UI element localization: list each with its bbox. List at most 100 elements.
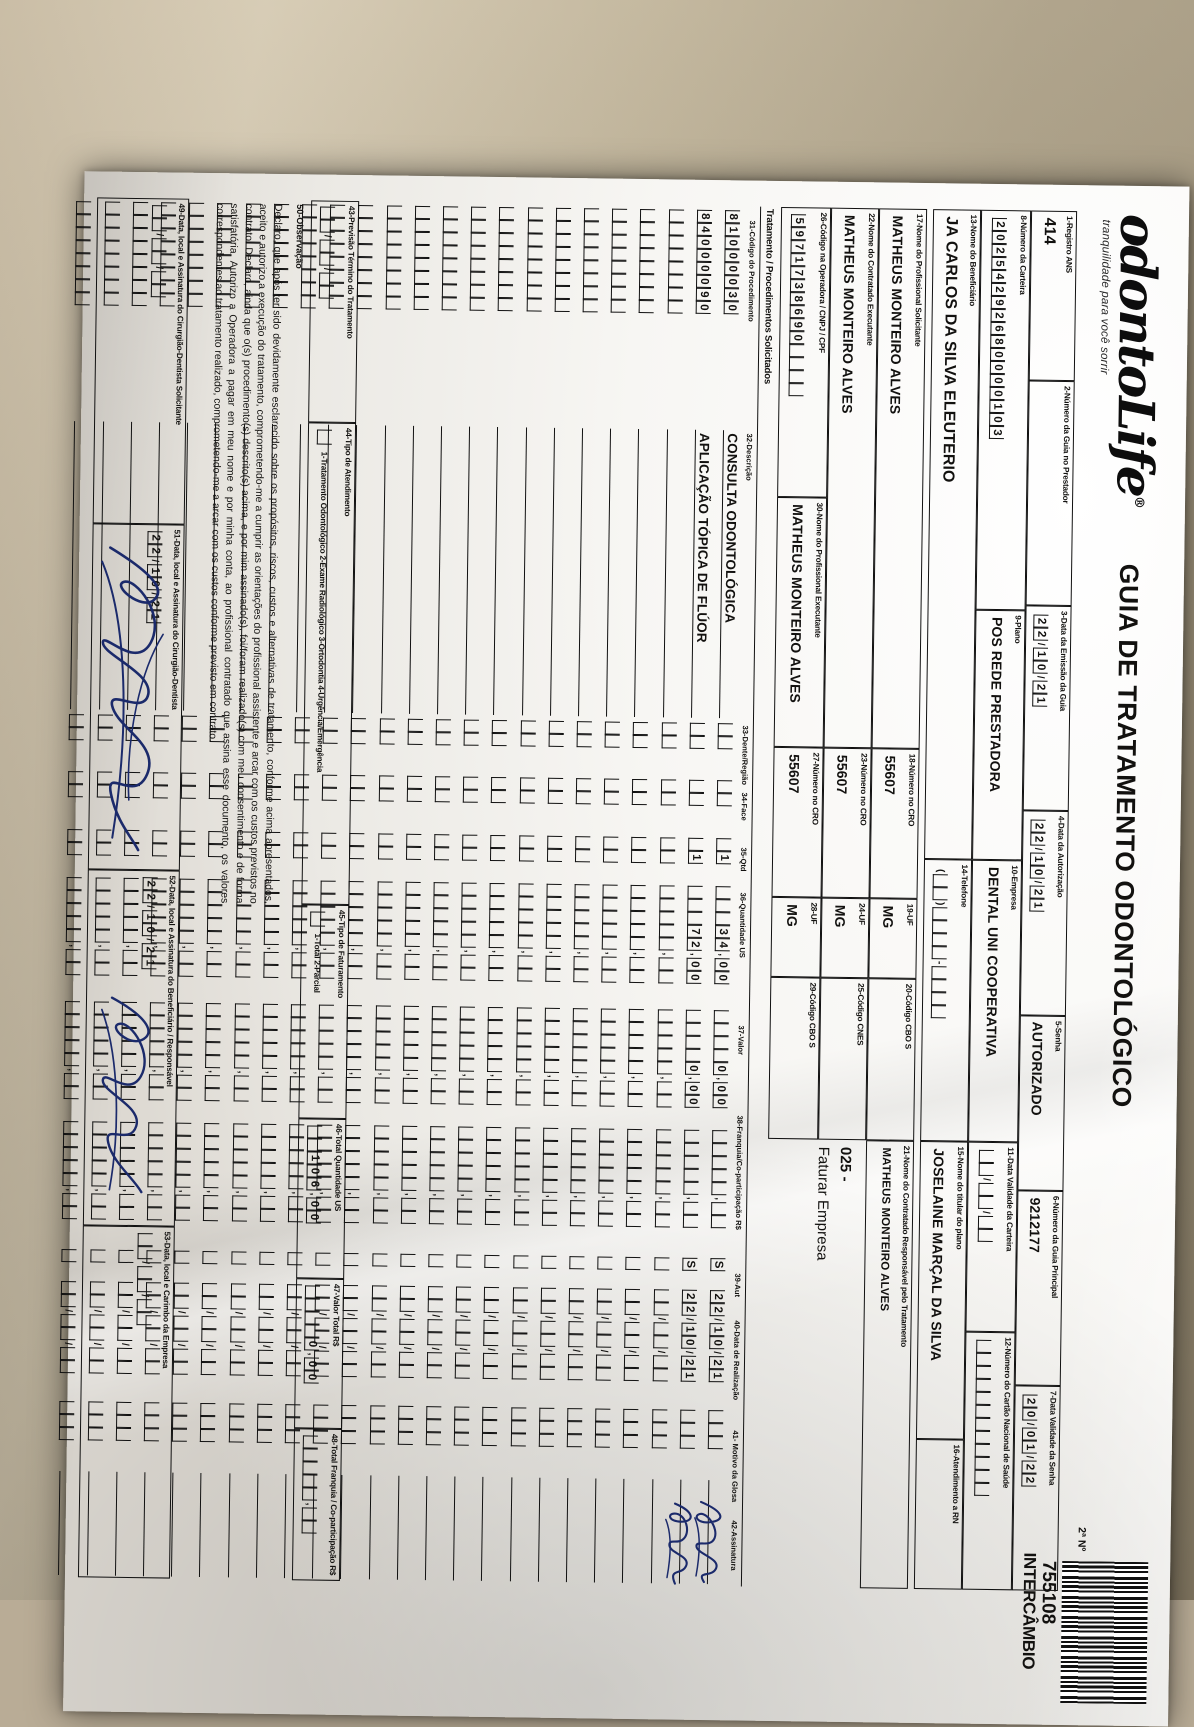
cell-franquia[interactable]: ,: [175, 1122, 193, 1221]
cell-face[interactable]: [519, 777, 536, 804]
cell-data_realizacao[interactable]: / /: [60, 1281, 78, 1374]
cell-codigo[interactable]: [526, 207, 544, 312]
cell-aut[interactable]: [456, 1254, 474, 1268]
cell-valor[interactable]: ,: [515, 1007, 533, 1106]
cell-motivo_glosa[interactable]: [256, 1403, 275, 1443]
cell-face[interactable]: [660, 779, 677, 806]
cell-data_realizacao[interactable]: / /: [595, 1288, 614, 1381]
cell-dente[interactable]: [548, 720, 565, 747]
cell-valor[interactable]: ,: [486, 1006, 505, 1106]
cell-aut[interactable]: S: [710, 1258, 727, 1272]
cell-dente[interactable]: [661, 722, 678, 749]
cell-assinatura[interactable]: [509, 1477, 512, 1582]
cell-data_realizacao[interactable]: / /: [398, 1285, 417, 1378]
cell-data_realizacao[interactable]: 2 2/1 0/2 1: [708, 1290, 727, 1383]
cell-face[interactable]: [632, 778, 649, 806]
cell-franquia[interactable]: ,: [344, 1124, 362, 1224]
cell-franquia[interactable]: ,: [259, 1123, 278, 1222]
cell-motivo_glosa[interactable]: [595, 1408, 613, 1448]
cell-assinatura[interactable]: [565, 1478, 569, 1583]
cell-dente[interactable]: [69, 714, 86, 741]
field-53-comb[interactable]: / /: [136, 1233, 154, 1326]
cell-franquia[interactable]: ,: [485, 1126, 503, 1226]
cell-face[interactable]: [406, 775, 424, 803]
cell-aut[interactable]: [484, 1254, 502, 1269]
cell-franquia[interactable]: ,: [457, 1126, 475, 1225]
cell-quantidade_us[interactable]: ,: [657, 885, 676, 984]
cell-motivo_glosa[interactable]: [172, 1402, 190, 1442]
cell-motivo_glosa[interactable]: [482, 1406, 500, 1447]
cell-codigo[interactable]: [469, 206, 488, 311]
cell-motivo_glosa[interactable]: [510, 1407, 528, 1447]
cell-aut[interactable]: [174, 1250, 192, 1264]
cell-franquia[interactable]: ,: [513, 1127, 532, 1226]
cell-face[interactable]: [181, 772, 198, 799]
cell-quantidade_us[interactable]: ,: [488, 882, 507, 982]
field-14-comb[interactable]: ( ) -: [930, 867, 950, 1019]
field-12-comb[interactable]: [974, 1339, 993, 1496]
cell-aut[interactable]: [512, 1255, 530, 1269]
cell-assinatura[interactable]: [424, 1476, 428, 1581]
cell-qtd[interactable]: [180, 830, 197, 857]
cell-valor[interactable]: ,: [543, 1007, 561, 1106]
cell-motivo_glosa[interactable]: [369, 1405, 387, 1445]
cell-quantidade_us[interactable]: ,: [432, 882, 450, 981]
cell-valor[interactable]: ,: [176, 1002, 195, 1101]
cell-assinatura[interactable]: [368, 1475, 372, 1580]
cell-motivo_glosa[interactable]: [59, 1401, 77, 1441]
cell-data_realizacao[interactable]: / /: [652, 1289, 670, 1382]
cell-quantidade_us[interactable]: ,: [375, 881, 394, 980]
cell-dente[interactable]: [491, 719, 509, 747]
cell-codigo[interactable]: [75, 201, 93, 306]
cell-motivo_glosa[interactable]: [623, 1408, 641, 1449]
cell-quantidade_us[interactable]: ,: [460, 882, 479, 981]
cell-valor[interactable]: ,: [205, 1003, 223, 1102]
cell-qtd[interactable]: [574, 836, 592, 863]
cell-franquia[interactable]: ,: [569, 1128, 588, 1227]
field-43-comb[interactable]: / /: [318, 206, 337, 299]
cell-dente[interactable]: [689, 722, 706, 749]
cell-franquia[interactable]: ,: [400, 1125, 419, 1224]
cell-descricao[interactable]: [634, 428, 640, 717]
cell-dente[interactable]: [604, 721, 622, 748]
cell-dente[interactable]: [520, 720, 537, 747]
cell-motivo_glosa[interactable]: [341, 1404, 359, 1445]
cell-assinatura[interactable]: [171, 1472, 174, 1577]
cell-data_realizacao[interactable]: / /: [567, 1288, 586, 1381]
cell-motivo_glosa[interactable]: [651, 1409, 669, 1449]
cell-quantidade_us[interactable]: ,: [178, 878, 197, 977]
cell-qtd[interactable]: [377, 833, 395, 860]
cell-assinatura[interactable]: [594, 1478, 597, 1583]
cell-data_realizacao[interactable]: / /: [370, 1285, 388, 1378]
cell-descricao[interactable]: [662, 429, 668, 718]
cell-motivo_glosa[interactable]: [538, 1407, 557, 1447]
cell-assinatura[interactable]: [58, 1471, 61, 1576]
cell-motivo_glosa[interactable]: [679, 1409, 698, 1449]
cell-motivo_glosa[interactable]: [454, 1406, 472, 1446]
cell-descricao[interactable]: [465, 426, 471, 715]
cell-descricao[interactable]: [493, 427, 499, 716]
cell-data_realizacao[interactable]: 2 2/1 0/2 1: [680, 1289, 699, 1382]
cell-valor[interactable]: ,: [571, 1008, 590, 1107]
cell-codigo[interactable]: [413, 205, 431, 311]
cell-data_realizacao[interactable]: / /: [454, 1286, 473, 1379]
cell-qtd[interactable]: [631, 836, 648, 864]
cell-codigo[interactable]: [667, 209, 685, 314]
cell-qtd[interactable]: [603, 836, 620, 863]
cell-descricao[interactable]: [521, 427, 527, 716]
cell-aut[interactable]: [202, 1250, 220, 1265]
cell-qtd[interactable]: [433, 834, 451, 861]
cell-assinatura[interactable]: [283, 1474, 287, 1579]
cell-aut[interactable]: [259, 1251, 276, 1265]
field-11-comb[interactable]: / /: [977, 1149, 996, 1243]
cell-codigo[interactable]: [187, 202, 206, 307]
cell-data_realizacao[interactable]: / /: [257, 1283, 276, 1376]
cell-codigo[interactable]: [582, 208, 601, 313]
